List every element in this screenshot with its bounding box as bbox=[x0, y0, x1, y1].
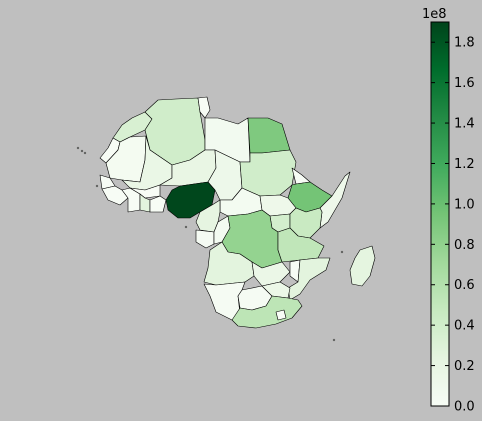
region-madagascar bbox=[349, 245, 376, 287]
colorbar-tick-label: 1.8 bbox=[454, 36, 475, 51]
colorbar-tick-label: 0.6 bbox=[454, 278, 475, 293]
colorbar-tick-label: 0.2 bbox=[454, 359, 475, 374]
region-namibia bbox=[203, 281, 246, 321]
region-mozambique bbox=[287, 257, 331, 301]
colorbar: 1e8 0.0 0.2 0.4 0.6 0.8 1.0 1.2 1.4 1.6 1.8 bbox=[422, 7, 475, 415]
colorbar-tick-label: 1.6 bbox=[454, 76, 475, 91]
colorbar-tick-label: 0.0 bbox=[454, 400, 475, 415]
region-zimbabwe bbox=[261, 281, 291, 299]
small-islands bbox=[76, 146, 344, 342]
colorbar-ticks: 0.0 0.2 0.4 0.6 0.8 1.0 1.2 1.4 1.6 1.8 bbox=[431, 36, 475, 415]
colorbar-tick-label: 0.8 bbox=[454, 238, 475, 253]
region-eritrea bbox=[291, 167, 311, 185]
colorbar-gradient bbox=[430, 21, 450, 407]
colorbar-tick-label: 1.0 bbox=[454, 197, 475, 212]
region-zambia bbox=[251, 261, 291, 287]
colorbar-exponent-label: 1e8 bbox=[422, 7, 447, 22]
region-gabon bbox=[195, 229, 215, 249]
region-tunisia bbox=[197, 96, 211, 119]
region-egypt bbox=[247, 117, 291, 154]
region-benin bbox=[149, 195, 167, 213]
africa-map bbox=[76, 96, 376, 342]
colorbar-tick-label: 1.2 bbox=[454, 157, 475, 172]
region-south-africa bbox=[231, 295, 303, 329]
colorbar-tick-label: 1.4 bbox=[454, 117, 475, 132]
region-guinea bbox=[101, 185, 129, 206]
region-lesotho bbox=[275, 309, 287, 321]
region-tanzania bbox=[277, 227, 325, 263]
colorbar-tick-label: 0.4 bbox=[454, 319, 475, 334]
